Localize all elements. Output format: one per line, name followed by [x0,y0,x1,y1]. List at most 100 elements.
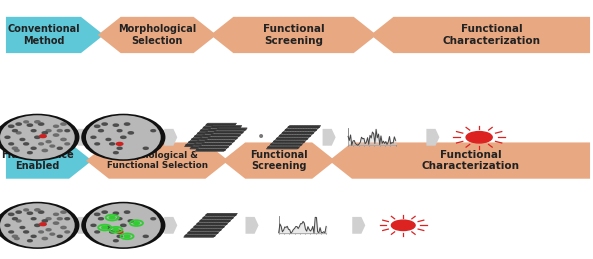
Circle shape [271,144,273,145]
Circle shape [228,135,231,136]
Circle shape [314,130,316,131]
Circle shape [293,130,296,131]
Circle shape [196,147,199,148]
Circle shape [197,145,200,146]
Circle shape [232,124,235,125]
Circle shape [214,226,216,227]
Circle shape [234,129,237,130]
Circle shape [144,235,148,238]
Circle shape [196,142,199,143]
Circle shape [225,146,228,147]
Circle shape [211,127,213,128]
Circle shape [214,138,217,139]
Circle shape [210,220,213,221]
Circle shape [208,140,211,142]
Circle shape [117,218,122,220]
Circle shape [209,133,212,134]
Polygon shape [323,129,336,146]
Circle shape [208,149,211,150]
Circle shape [199,149,202,150]
Circle shape [209,223,212,224]
Circle shape [219,133,222,134]
Circle shape [203,139,206,140]
Circle shape [191,142,194,143]
Circle shape [199,144,202,145]
Circle shape [299,144,302,145]
Circle shape [216,226,219,227]
Circle shape [116,142,123,145]
Circle shape [211,217,213,218]
Circle shape [109,216,115,219]
Circle shape [191,147,194,148]
Circle shape [207,223,209,224]
Circle shape [98,130,103,132]
Circle shape [224,133,227,134]
Circle shape [211,144,213,145]
Circle shape [228,132,231,133]
Circle shape [211,135,214,136]
Circle shape [213,138,216,139]
Circle shape [9,231,14,233]
Circle shape [230,217,233,218]
Circle shape [221,226,224,227]
Circle shape [227,130,229,131]
Circle shape [306,130,308,131]
Circle shape [285,132,288,133]
Circle shape [215,127,218,128]
Text: Functional
Screening: Functional Screening [263,24,324,46]
Circle shape [217,129,220,130]
Circle shape [222,129,225,130]
Circle shape [221,138,224,139]
Ellipse shape [81,114,165,161]
Polygon shape [352,217,365,234]
Circle shape [189,142,192,143]
Circle shape [225,135,228,136]
Circle shape [199,136,202,137]
Circle shape [200,235,203,236]
Circle shape [194,139,197,140]
Circle shape [208,135,211,136]
Circle shape [125,123,130,125]
Circle shape [227,132,230,133]
Circle shape [292,141,294,142]
Circle shape [222,149,225,150]
Circle shape [192,139,195,140]
Circle shape [190,232,193,233]
Circle shape [213,149,216,150]
Circle shape [222,138,225,139]
Circle shape [58,130,62,132]
Circle shape [302,138,305,139]
Circle shape [220,138,223,139]
Circle shape [121,136,126,138]
Circle shape [133,222,139,224]
Circle shape [223,124,226,125]
Circle shape [227,140,229,142]
Circle shape [224,130,227,131]
Circle shape [14,238,19,240]
Circle shape [209,214,211,215]
Circle shape [221,133,224,134]
Circle shape [203,127,206,128]
Polygon shape [190,126,242,149]
Circle shape [299,126,301,128]
Circle shape [196,229,199,230]
Circle shape [199,229,201,230]
Circle shape [213,132,216,133]
Circle shape [50,233,55,235]
Circle shape [110,231,114,233]
Circle shape [42,220,47,222]
Circle shape [187,235,190,236]
Circle shape [211,149,213,150]
Circle shape [205,235,208,236]
Circle shape [206,144,209,145]
Circle shape [113,240,118,242]
Circle shape [188,145,191,146]
Circle shape [209,141,212,142]
Circle shape [39,143,43,145]
Circle shape [53,134,59,136]
Circle shape [206,226,209,227]
Circle shape [5,136,10,138]
Circle shape [289,144,291,145]
Circle shape [206,136,209,137]
Circle shape [221,126,224,128]
